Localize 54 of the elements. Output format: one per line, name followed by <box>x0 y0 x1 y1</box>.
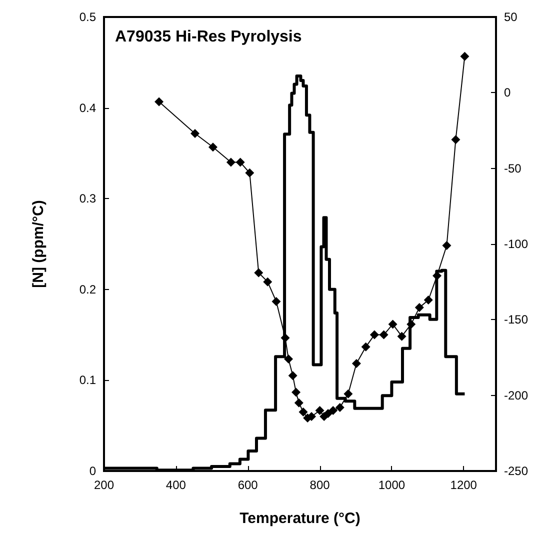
y2-tick-label: 0 <box>504 86 511 100</box>
point <box>315 406 324 415</box>
y-tick-label: 0.5 <box>79 10 96 24</box>
y2-tick-label: -100 <box>504 237 528 251</box>
point <box>442 241 452 250</box>
point <box>208 142 218 152</box>
y2-tick-label: -200 <box>504 388 528 402</box>
x-tick-label: 1000 <box>378 478 406 492</box>
y-tick-label: 0.3 <box>79 192 96 206</box>
point <box>414 303 424 312</box>
point <box>280 333 290 342</box>
point <box>451 135 460 144</box>
point <box>424 295 433 304</box>
point <box>294 398 304 408</box>
y-axis-title: [N] (ppm/°C) <box>30 200 47 288</box>
x-tick-label: 600 <box>238 478 258 492</box>
point <box>292 388 301 397</box>
y2-tick-label: -250 <box>504 464 528 478</box>
point <box>379 330 388 340</box>
text: A79035 Hi-Res Pyrolysis <box>115 28 302 46</box>
x-tick-label: 800 <box>310 478 330 492</box>
point <box>370 330 379 340</box>
point <box>328 406 338 415</box>
point <box>324 408 333 418</box>
y2-tick-label: 50 <box>504 10 518 24</box>
y-tick-label: 0.1 <box>79 373 96 388</box>
point <box>388 320 398 329</box>
x-tick-label: 1200 <box>450 478 478 492</box>
y-tick-label: 0.2 <box>79 282 96 296</box>
point <box>397 332 406 341</box>
y-tick-label: 0.4 <box>79 100 96 115</box>
point <box>190 129 200 138</box>
point <box>254 268 264 278</box>
point <box>236 158 245 167</box>
point <box>406 320 416 329</box>
point <box>460 52 470 61</box>
y-tick-label: 0 <box>89 464 96 478</box>
point <box>272 297 281 306</box>
y2-tick-label: -50 <box>504 161 522 176</box>
point <box>298 407 308 416</box>
point <box>284 354 293 364</box>
point <box>288 371 298 380</box>
point <box>154 97 164 106</box>
x-tick-label: 200 <box>94 478 114 492</box>
point <box>263 277 272 286</box>
point <box>226 158 236 167</box>
point <box>352 359 361 368</box>
x-tick-label: 400 <box>166 478 186 492</box>
point <box>335 402 344 412</box>
point <box>344 389 353 398</box>
x-axis-title: Temperature (°C) <box>240 510 360 527</box>
point <box>361 342 370 352</box>
y2-tick-label: -150 <box>504 312 528 327</box>
point <box>245 168 254 178</box>
